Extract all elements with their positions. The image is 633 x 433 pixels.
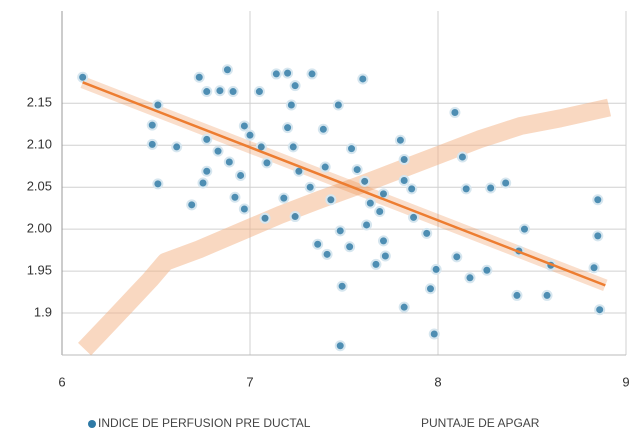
data-point	[428, 328, 440, 340]
data-point	[282, 67, 294, 79]
data-point	[449, 107, 461, 119]
data-point	[588, 262, 600, 274]
data-point	[374, 206, 386, 218]
data-point	[282, 122, 294, 134]
data-point	[481, 264, 493, 276]
data-point	[346, 143, 358, 155]
data-point	[253, 86, 265, 98]
y-tick-label: 1.9	[34, 304, 52, 319]
data-point	[146, 119, 158, 131]
data-point	[344, 241, 356, 253]
data-point	[394, 134, 406, 146]
data-point	[485, 182, 497, 194]
x-tick-label: 9	[622, 374, 629, 389]
data-point	[359, 175, 371, 187]
data-point	[289, 80, 301, 92]
data-point	[336, 280, 348, 292]
data-point	[227, 86, 239, 98]
data-point	[186, 199, 198, 211]
data-point	[334, 225, 346, 237]
y-tick-label: 1.95	[27, 263, 52, 278]
y-tick-label: 2.10	[27, 137, 52, 152]
data-point	[398, 154, 410, 166]
data-point	[334, 340, 346, 352]
data-point	[214, 85, 226, 97]
data-point	[289, 211, 301, 223]
data-point	[223, 156, 235, 168]
data-point	[317, 123, 329, 135]
data-point	[221, 64, 233, 76]
data-point	[146, 138, 158, 150]
data-point	[197, 177, 209, 189]
data-point	[285, 99, 297, 111]
data-point	[406, 183, 418, 195]
data-point	[229, 191, 241, 203]
data-point	[541, 289, 553, 301]
data-point	[500, 177, 512, 189]
data-point	[430, 263, 442, 275]
data-point	[511, 289, 523, 301]
data-point	[451, 251, 463, 263]
y-tick-label: 2.05	[27, 179, 52, 194]
data-point	[518, 223, 530, 235]
data-point	[398, 174, 410, 186]
data-point	[77, 71, 89, 83]
data-point	[306, 68, 318, 80]
data-point	[259, 212, 271, 224]
data-point	[212, 145, 224, 157]
data-point	[325, 194, 337, 206]
data-point	[201, 86, 213, 98]
data-point	[287, 141, 299, 153]
x-tick-label: 6	[58, 374, 65, 389]
data-point	[270, 68, 282, 80]
data-point	[312, 238, 324, 250]
data-point	[361, 219, 373, 231]
data-point	[379, 250, 391, 262]
apgar-band	[78, 98, 612, 356]
data-point	[421, 227, 433, 239]
data-point	[171, 141, 183, 153]
data-point	[278, 192, 290, 204]
data-point	[152, 99, 164, 111]
data-point	[244, 129, 256, 141]
data-point	[238, 120, 250, 132]
data-point	[201, 165, 213, 177]
data-point	[408, 211, 420, 223]
legend-label: INDICE DE PERFUSION PRE DUCTAL	[98, 416, 311, 430]
data-point	[332, 99, 344, 111]
data-point	[464, 272, 476, 284]
data-point	[201, 133, 213, 145]
data-point	[152, 178, 164, 190]
data-point	[235, 169, 247, 181]
x-tick-label: 7	[246, 374, 253, 389]
data-point	[592, 194, 604, 206]
data-point	[357, 73, 369, 85]
data-point	[321, 248, 333, 260]
data-point	[594, 304, 606, 316]
y-tick-label: 2.15	[27, 95, 52, 110]
data-point	[460, 183, 472, 195]
legend-label: PUNTAJE DE APGAR	[421, 416, 540, 430]
x-tick-label: 8	[434, 374, 441, 389]
data-point	[238, 203, 250, 215]
data-point	[456, 151, 468, 163]
data-point	[424, 283, 436, 295]
data-point	[592, 230, 604, 242]
data-point	[377, 235, 389, 247]
data-point	[370, 258, 382, 270]
legend-marker	[88, 420, 96, 428]
trend-line	[82, 81, 606, 287]
data-point	[364, 197, 376, 209]
data-point	[304, 181, 316, 193]
data-point	[319, 161, 331, 173]
data-point	[261, 157, 273, 169]
data-point	[351, 164, 363, 176]
y-tick-label: 2.00	[27, 221, 52, 236]
data-point	[193, 71, 205, 83]
data-point	[398, 301, 410, 313]
